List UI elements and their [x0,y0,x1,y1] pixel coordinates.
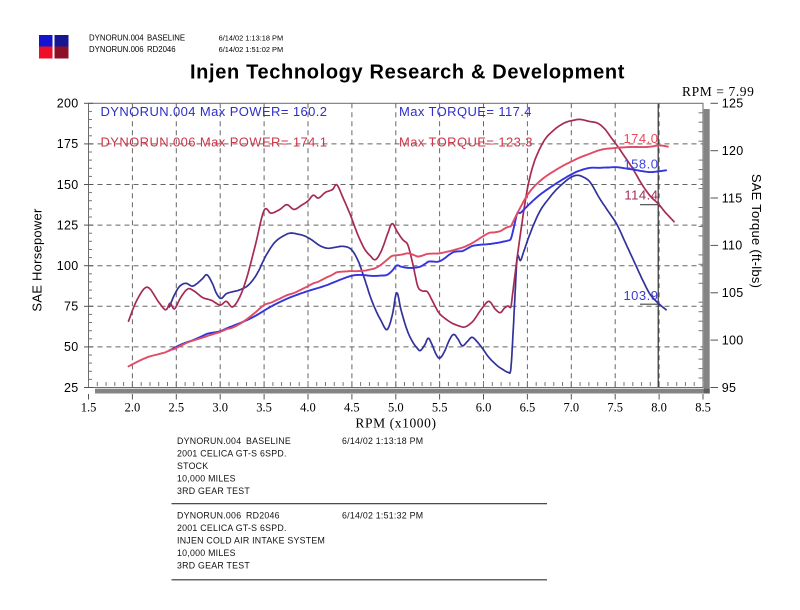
svg-text:DYNORUN.004 Max POWER= 160.2: DYNORUN.004 Max POWER= 160.2 [101,104,328,119]
svg-text:DYNORUN.006: DYNORUN.006 [89,45,144,54]
svg-text:25: 25 [64,381,79,395]
svg-text:2.5: 2.5 [168,401,184,415]
svg-text:BASELINE: BASELINE [246,436,291,446]
svg-text:125: 125 [57,218,79,232]
svg-text:10,000 MILES: 10,000 MILES [177,548,236,558]
svg-text:6/14/02 1:51:32 PM: 6/14/02 1:51:32 PM [342,511,423,521]
svg-text:RPM (x1000): RPM (x1000) [355,416,436,431]
svg-text:4.5: 4.5 [344,401,360,415]
svg-text:114.4: 114.4 [624,188,658,203]
svg-text:4.0: 4.0 [300,401,316,415]
svg-text:RPM = 7.99: RPM = 7.99 [682,84,755,99]
svg-text:174.0: 174.0 [623,131,658,146]
svg-text:175: 175 [57,137,79,151]
svg-text:6/14/02 1:13:18 PM: 6/14/02 1:13:18 PM [219,33,284,42]
svg-text:105: 105 [722,286,744,300]
svg-text:6/14/02 1:13:18 PM: 6/14/02 1:13:18 PM [342,436,423,446]
svg-text:6.5: 6.5 [520,401,536,415]
svg-text:Max TORQUE= 123.3: Max TORQUE= 123.3 [399,134,533,149]
svg-text:DYNORUN.004: DYNORUN.004 [89,33,144,42]
svg-text:115: 115 [722,191,743,205]
svg-text:5.5: 5.5 [432,401,448,415]
svg-text:110: 110 [722,239,743,253]
svg-text:STOCK: STOCK [177,461,208,471]
svg-text:200: 200 [57,97,79,111]
svg-text:INJEN COLD AIR INTAKE SYSTEM: INJEN COLD AIR INTAKE SYSTEM [177,536,325,546]
svg-text:5.0: 5.0 [388,401,404,415]
svg-text:3RD GEAR TEST: 3RD GEAR TEST [177,486,250,496]
svg-text:3.5: 3.5 [256,401,272,415]
svg-text:2001 CELICA GT-S 6SPD.: 2001 CELICA GT-S 6SPD. [177,449,287,459]
svg-text:158.0: 158.0 [623,157,658,172]
svg-text:95: 95 [722,381,737,395]
svg-text:DYNORUN.006 Max POWER= 174.1: DYNORUN.006 Max POWER= 174.1 [101,134,328,149]
svg-text:8.5: 8.5 [695,401,711,415]
svg-text:2001 CELICA GT-S 6SPD.: 2001 CELICA GT-S 6SPD. [177,523,287,533]
svg-text:SAE Horsepower: SAE Horsepower [29,208,44,312]
svg-text:10,000 MILES: 10,000 MILES [177,473,236,483]
svg-text:125: 125 [722,97,744,111]
svg-text:100: 100 [722,333,744,347]
svg-text:2.0: 2.0 [125,401,141,415]
svg-text:100: 100 [57,259,79,273]
svg-text:Injen Technology Research & De: Injen Technology Research & Development [190,62,625,84]
svg-text:103.9: 103.9 [623,288,658,303]
svg-text:RD2046: RD2046 [246,511,280,521]
svg-text:150: 150 [57,178,79,192]
svg-text:7.0: 7.0 [564,401,580,415]
svg-text:50: 50 [64,340,79,354]
svg-text:BASELINE: BASELINE [147,33,185,42]
svg-text:SAE Torque (ft-lbs): SAE Torque (ft-lbs) [749,174,764,288]
svg-text:8.0: 8.0 [651,401,667,415]
svg-text:1.5: 1.5 [81,401,97,415]
svg-text:DYNORUN.004: DYNORUN.004 [177,436,241,446]
svg-text:RD2046: RD2046 [147,45,176,54]
svg-text:Max TORQUE= 117.4: Max TORQUE= 117.4 [399,104,532,119]
svg-text:DYNORUN.006: DYNORUN.006 [177,511,241,521]
svg-text:3RD GEAR TEST: 3RD GEAR TEST [177,560,250,570]
svg-text:7.5: 7.5 [607,401,623,415]
svg-text:6.0: 6.0 [476,401,492,415]
svg-text:120: 120 [722,144,744,158]
svg-text:75: 75 [64,300,79,314]
svg-text:3.0: 3.0 [212,401,228,415]
svg-text:6/14/02 1:51:02 PM: 6/14/02 1:51:02 PM [219,45,284,54]
